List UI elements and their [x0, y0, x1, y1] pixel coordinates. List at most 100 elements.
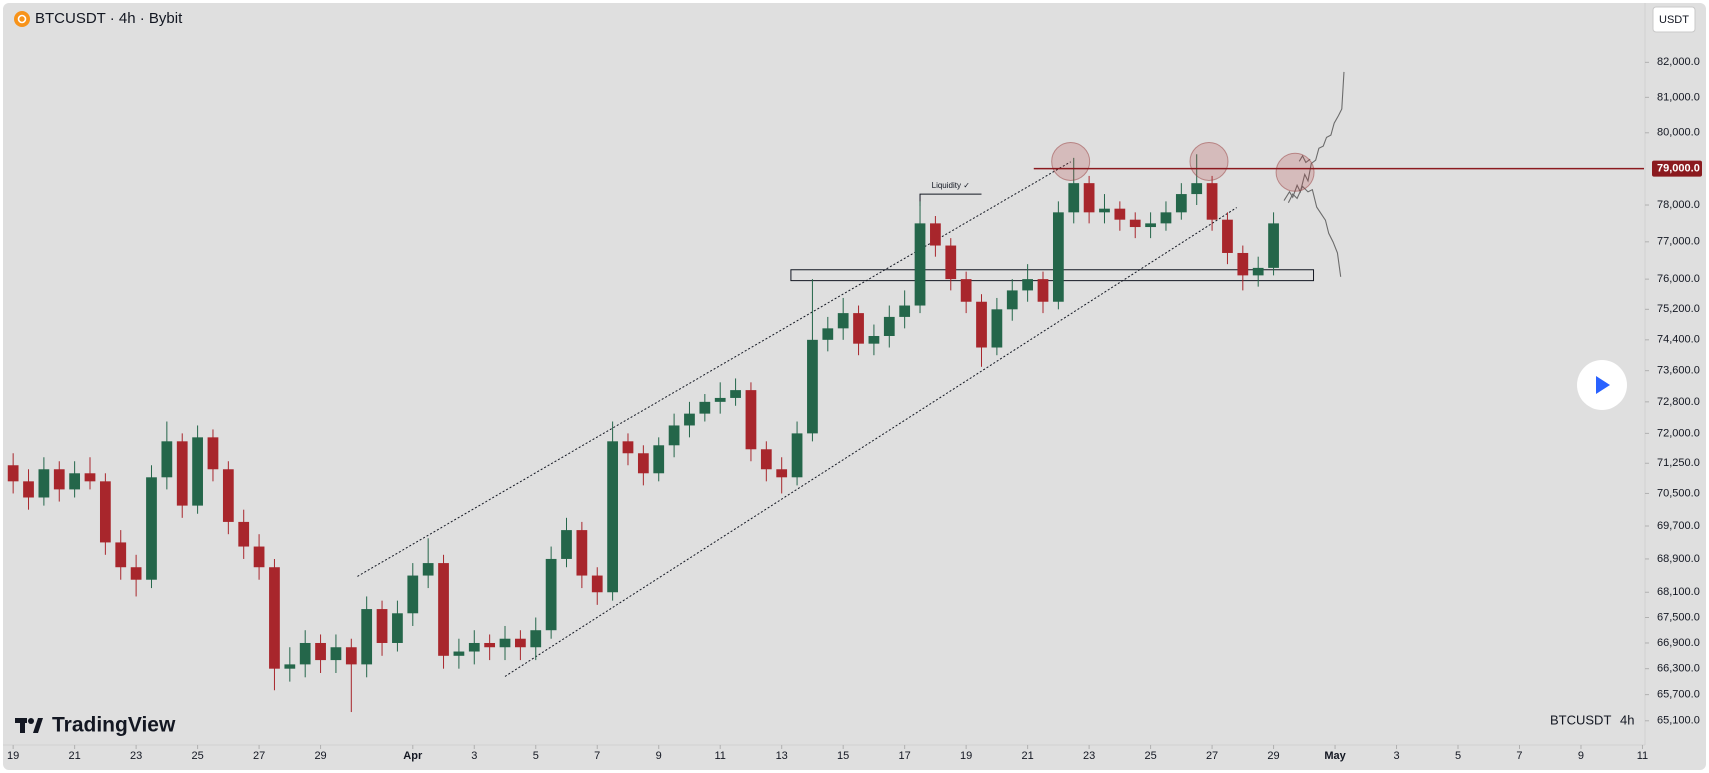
x-tick-label: 7	[594, 750, 600, 762]
chart-background	[3, 3, 1706, 770]
x-tick-label: 3	[471, 750, 477, 762]
candle-body	[361, 609, 373, 665]
x-tick-label: 21	[1022, 750, 1034, 762]
candle-body	[130, 567, 142, 580]
candle-body	[1237, 252, 1249, 276]
x-tick-label: 9	[656, 750, 662, 762]
candle-body	[99, 481, 111, 543]
y-tick-label: 82,000.0	[1657, 56, 1700, 68]
y-tick-label: 70,500.0	[1657, 487, 1700, 499]
candle-body	[115, 542, 127, 568]
y-tick-label: 67,500.0	[1657, 611, 1700, 623]
candle-body	[1145, 223, 1156, 228]
candle-body	[192, 437, 203, 506]
candle-body	[299, 642, 311, 665]
candle-body	[468, 642, 480, 652]
x-tick-label: 17	[899, 750, 911, 762]
candle-body	[760, 449, 772, 470]
x-tick-label: 11	[714, 750, 725, 762]
y-tick-label: 65,700.0	[1657, 689, 1700, 701]
candle-body	[453, 651, 465, 656]
x-tick-label: 23	[130, 750, 142, 762]
logo-stem	[20, 718, 25, 733]
highlight-circle	[1189, 141, 1229, 181]
x-tick-label: 23	[1083, 750, 1095, 762]
price-badge	[1652, 160, 1702, 177]
y-tick-label: 77,000.0	[1657, 236, 1700, 248]
candle-body	[161, 441, 173, 478]
x-tick-label: 15	[837, 750, 849, 762]
highlight-circle	[1275, 152, 1315, 192]
candle-body	[1052, 212, 1064, 302]
play-icon[interactable]	[1596, 376, 1610, 394]
candle-body	[422, 563, 434, 576]
candle-body	[745, 390, 757, 450]
candle-body	[960, 279, 972, 302]
candle-body	[1252, 267, 1264, 276]
y-tick-label: 71,250.0	[1657, 457, 1700, 469]
candle-body	[515, 638, 526, 648]
candle-body	[23, 481, 34, 498]
candle-body	[269, 567, 280, 669]
candle-body	[7, 465, 19, 482]
candle-body	[207, 437, 219, 470]
projection-sketch	[1283, 71, 1345, 277]
candle-body	[822, 328, 834, 340]
candle-body	[791, 433, 803, 478]
candle-body	[637, 453, 649, 474]
x-tick-label: 19	[7, 750, 19, 762]
candle-body	[1099, 208, 1110, 213]
y-tick-label: 68,100.0	[1657, 586, 1700, 598]
candle-body	[376, 609, 388, 643]
candle-body	[622, 441, 634, 454]
currency-label[interactable]: USDT	[1659, 14, 1689, 26]
y-tick-label: 74,400.0	[1657, 334, 1700, 346]
y-tick-label: 69,700.0	[1657, 520, 1700, 532]
x-tick-label: 9	[1578, 750, 1584, 762]
candle-body	[868, 335, 880, 344]
y-tick-label: 68,900.0	[1657, 553, 1700, 565]
candle-body	[607, 441, 618, 593]
candle-body	[253, 546, 265, 568]
currency-button[interactable]	[1652, 6, 1696, 33]
brand: TradingView	[52, 714, 176, 737]
coin-icon-mark	[17, 14, 27, 24]
drawings: Liquidity ✓	[357, 161, 1315, 677]
candle-body	[1114, 208, 1126, 220]
y-tick-label: 80,000.0	[1657, 127, 1700, 139]
candle-body	[315, 642, 326, 661]
candle-body	[438, 563, 449, 656]
candle-body	[499, 638, 511, 648]
y-tick-label: 72,800.0	[1657, 396, 1700, 408]
candle-body	[330, 647, 342, 661]
chart-title[interactable]: BTCUSDT · 4h · Bybit	[35, 10, 183, 27]
candle-body	[484, 642, 496, 648]
candle-body	[38, 469, 50, 498]
candle-body	[914, 223, 926, 306]
candle-body	[1206, 183, 1218, 220]
x-tick-label: 5	[1455, 750, 1461, 762]
candle-body	[238, 521, 250, 547]
x-tick-label: May	[1324, 750, 1346, 762]
x-tick-label: Apr	[403, 750, 423, 762]
candle-body	[684, 413, 695, 426]
candles	[7, 154, 1279, 713]
candle-body	[668, 425, 680, 446]
liquidity-label: Liquidity ✓	[932, 181, 970, 190]
projection-up	[1283, 71, 1345, 201]
candle-body	[699, 401, 711, 414]
candle-body	[407, 575, 419, 614]
x-tick-label: 27	[1206, 750, 1218, 762]
candle-body	[899, 305, 911, 317]
candle-body	[776, 469, 788, 478]
candle-body	[561, 530, 572, 559]
interval-label: 4h	[1620, 712, 1634, 727]
candle-body	[69, 473, 81, 490]
candle-body	[392, 613, 403, 643]
projection-down	[1287, 185, 1342, 277]
x-tick-label: 21	[69, 750, 81, 762]
y-tick-label: 78,000.0	[1657, 199, 1700, 211]
x-tick-label: 29	[1267, 750, 1279, 762]
y-tick-label: 65,100.0	[1657, 715, 1700, 727]
